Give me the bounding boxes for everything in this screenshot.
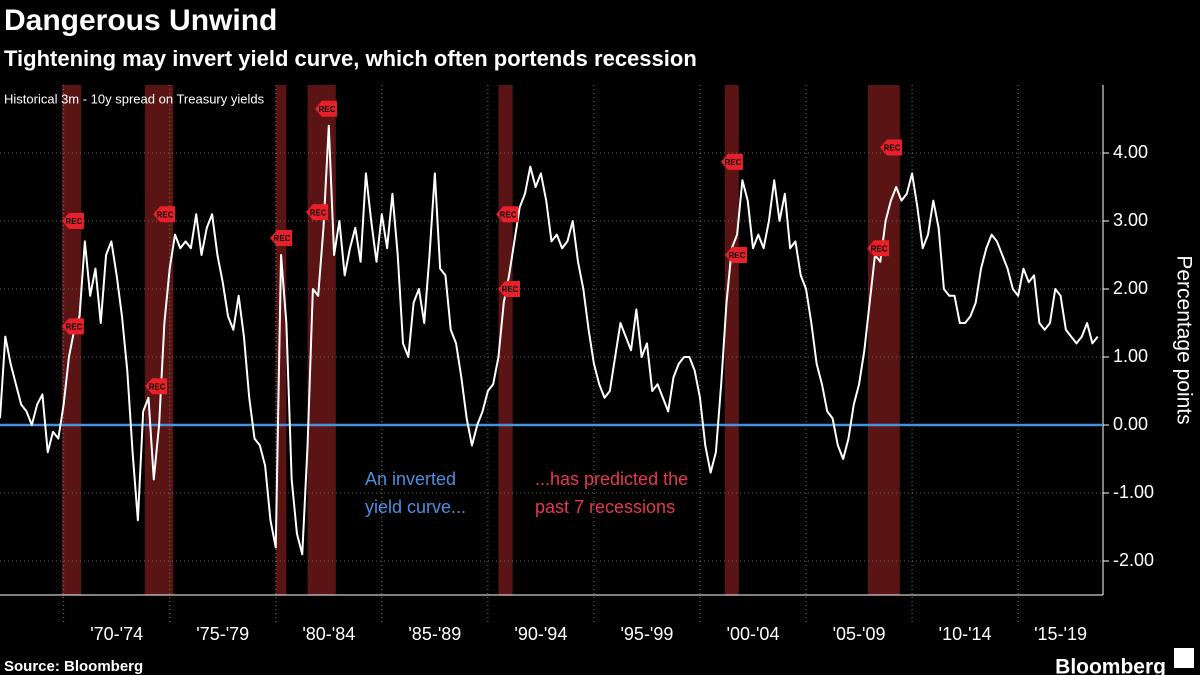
rec-marker-label: REC [502, 285, 519, 294]
annotation: ...has predicted the [535, 469, 688, 489]
rec-marker: REC [61, 213, 84, 229]
rec-marker-shape [306, 204, 329, 221]
rec-marker: REC [867, 240, 890, 257]
brand: Bloomberg [1055, 656, 1166, 675]
rec-marker-shape [61, 318, 84, 335]
rec-marker-shape [498, 281, 521, 297]
rec-marker-shape [314, 100, 337, 117]
x-tick-label: '85-'89 [408, 624, 461, 644]
y-tick-label: -1.00 [1113, 482, 1154, 502]
rec-marker-shape [724, 247, 747, 263]
rec-marker-label: REC [884, 144, 901, 153]
rec-marker: REC [720, 153, 743, 170]
rec-marker-shape [61, 213, 84, 229]
y-axis-label: Percentage points [1172, 255, 1195, 424]
rec-marker: REC [498, 281, 521, 297]
rec-marker: REC [61, 318, 84, 335]
chart-title: Dangerous Unwind [4, 4, 277, 37]
rec-marker-label: REC [65, 323, 82, 332]
rec-marker-label: REC [157, 210, 174, 219]
chart-subtitle: Tightening may invert yield curve, which… [4, 46, 697, 71]
rec-marker-label: REC [871, 244, 888, 253]
y-tick-label: 2.00 [1113, 278, 1148, 298]
x-tick-label: '05-'09 [833, 624, 886, 644]
rec-marker-shape [496, 206, 519, 223]
rec-marker-shape [880, 139, 903, 156]
rec-marker: REC [496, 206, 519, 223]
x-tick-label: '70-'74 [90, 624, 143, 644]
source: Source: Bloomberg [4, 658, 143, 675]
x-tick-label: '00-'04 [727, 624, 780, 644]
recession-band [724, 85, 739, 595]
x-tick-label: '80-'84 [302, 624, 355, 644]
rec-marker-label: REC [319, 105, 336, 114]
rec-marker-label: REC [729, 251, 746, 260]
rec-marker: REC [314, 100, 337, 117]
rec-marker: REC [153, 206, 176, 223]
rec-marker: REC [269, 230, 292, 246]
y-tick-label: 4.00 [1113, 142, 1148, 162]
rec-marker: REC [306, 204, 329, 221]
x-tick-label: '75-'79 [196, 624, 249, 644]
rec-marker-label: REC [65, 217, 82, 226]
y-tick-label: 1.00 [1113, 346, 1148, 366]
y-tick-label: 3.00 [1113, 210, 1148, 230]
rec-marker-shape [153, 206, 176, 223]
rec-marker-shape [720, 153, 743, 170]
rec-marker-shape [269, 230, 292, 246]
x-tick-label: '95-'99 [620, 624, 673, 644]
y-tick-label: -2.00 [1113, 550, 1154, 570]
x-tick-label: '15-'19 [1034, 624, 1087, 644]
annotation: past 7 recessions [535, 497, 675, 517]
spread-line [0, 124, 1099, 556]
recession-band [275, 85, 287, 595]
brand-icon [1174, 648, 1194, 668]
rec-marker-label: REC [274, 234, 291, 243]
recession-band [867, 85, 900, 595]
rec-marker: REC [724, 247, 747, 263]
chart-note: Historical 3m - 10y spread on Treasury y… [4, 91, 265, 106]
rec-marker-shape [867, 240, 890, 257]
x-tick-label: '10-'14 [939, 624, 992, 644]
rec-marker-label: REC [725, 158, 742, 167]
recession-band [144, 85, 174, 595]
rec-marker-shape [145, 378, 168, 395]
annotation: An inverted [365, 469, 456, 489]
rec-marker-label: REC [310, 208, 327, 217]
rec-marker: REC [880, 139, 903, 156]
annotation: yield curve... [365, 497, 466, 517]
y-tick-label: 0.00 [1113, 414, 1148, 434]
rec-marker: REC [145, 378, 168, 395]
x-tick-label: '90-'94 [514, 624, 567, 644]
rec-marker-label: REC [149, 382, 166, 391]
rec-marker-label: REC [500, 210, 517, 219]
